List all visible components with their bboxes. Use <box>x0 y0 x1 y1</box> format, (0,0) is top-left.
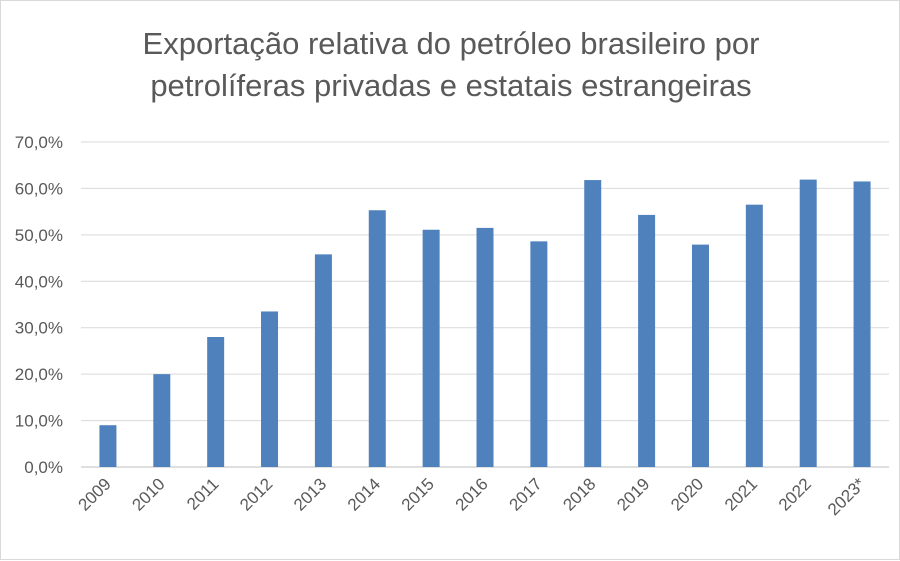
bar <box>99 425 117 467</box>
x-tick-label: 2016 <box>452 474 492 514</box>
chart-title: Exportação relativa do petróleo brasilei… <box>1 23 900 107</box>
bar <box>476 227 494 467</box>
chart-title-line-1: Exportação relativa do petróleo brasilei… <box>142 26 760 61</box>
y-tick-label: 40,0% <box>15 272 63 291</box>
y-tick-label: 70,0% <box>15 133 63 152</box>
x-tick-label: 2015 <box>398 474 438 514</box>
x-tick-label: 2021 <box>721 474 761 514</box>
x-tick-label: 2010 <box>128 474 168 514</box>
x-tick-label: 2013 <box>290 474 330 514</box>
bar <box>691 244 709 467</box>
y-tick-label: 20,0% <box>15 365 63 384</box>
x-tick-label: 2022 <box>775 474 815 514</box>
bar <box>207 337 225 467</box>
bar <box>745 204 763 467</box>
bar <box>368 210 386 467</box>
bar <box>530 241 548 467</box>
x-tick-label: 2009 <box>75 474 115 514</box>
bar <box>153 374 171 467</box>
y-tick-label: 10,0% <box>15 412 63 431</box>
x-tick-label: 2019 <box>613 474 653 514</box>
x-tick-label: 2014 <box>344 474 384 514</box>
bar <box>261 311 279 467</box>
y-tick-label: 30,0% <box>15 319 63 338</box>
x-tick-label: 2020 <box>667 474 707 514</box>
bar <box>584 180 602 468</box>
y-tick-label: 50,0% <box>15 226 63 245</box>
y-tick-label: 60,0% <box>15 179 63 198</box>
bar <box>853 181 871 467</box>
x-tick-label: 2018 <box>559 474 599 514</box>
chart-title-line-2: petrolíferas privadas e estatais estrang… <box>150 68 752 103</box>
bar <box>314 254 332 467</box>
y-tick-label: 0,0% <box>24 458 63 477</box>
bar <box>799 179 817 467</box>
x-tick-label: 2017 <box>506 474 546 514</box>
x-tick-label: 2012 <box>236 474 276 514</box>
bar <box>638 214 656 467</box>
bar <box>422 229 440 467</box>
x-tick-label: 2011 <box>183 474 222 513</box>
x-tick-label: 2023* <box>824 474 869 519</box>
